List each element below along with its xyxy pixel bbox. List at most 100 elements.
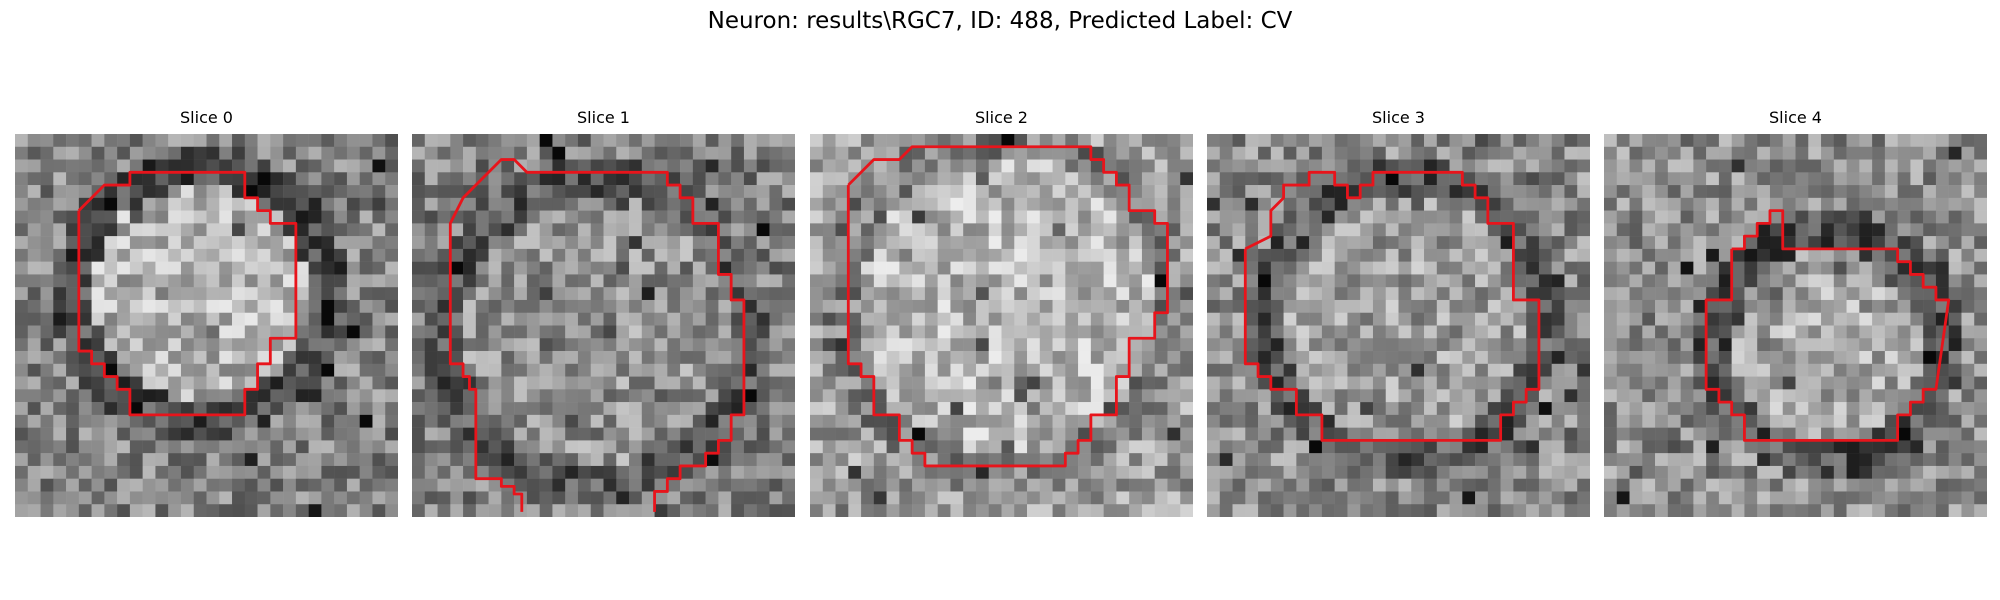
pixel	[1604, 414, 1618, 428]
pixel	[244, 236, 258, 250]
pixel	[848, 389, 862, 403]
pixel	[692, 402, 706, 416]
pixel	[1103, 159, 1117, 173]
pixel	[988, 325, 1002, 339]
pixel	[1398, 325, 1412, 339]
pixel	[91, 223, 105, 237]
pixel	[1462, 402, 1476, 416]
pixel	[924, 261, 938, 275]
pixel	[372, 491, 386, 505]
pixel	[1321, 236, 1335, 250]
pixel	[1833, 159, 1847, 173]
pixel	[577, 223, 591, 237]
pixel	[718, 134, 732, 148]
pixel	[1385, 427, 1399, 441]
pixel	[501, 351, 515, 365]
pixel	[283, 185, 297, 199]
pixel	[1398, 338, 1412, 352]
pixel	[1782, 146, 1796, 160]
pixel	[437, 274, 451, 288]
pixel	[1655, 402, 1669, 416]
pixel	[1500, 312, 1514, 326]
pixel	[924, 172, 938, 186]
pixel	[1347, 197, 1361, 211]
pixel	[437, 478, 451, 492]
pixel	[1141, 414, 1155, 428]
pixel	[1500, 338, 1514, 352]
pixel	[1604, 338, 1618, 352]
pixel	[1487, 465, 1501, 479]
pixel	[1296, 134, 1310, 148]
pixel	[629, 185, 643, 199]
pixel	[810, 363, 824, 377]
pixel	[1782, 236, 1796, 250]
pixel	[1629, 261, 1643, 275]
pixel	[1258, 363, 1272, 377]
pixel	[1411, 427, 1425, 441]
pixel	[1872, 299, 1886, 313]
pixel	[565, 185, 579, 199]
pixel	[1808, 453, 1822, 467]
pixel	[372, 376, 386, 390]
pixel	[1551, 299, 1565, 313]
pixel	[359, 427, 373, 441]
pixel	[756, 414, 770, 428]
pixel	[321, 504, 335, 517]
pixel	[1782, 312, 1796, 326]
pixel	[924, 325, 938, 339]
pixel	[873, 236, 887, 250]
pixel	[1014, 504, 1028, 517]
pixel	[899, 478, 913, 492]
pixel	[206, 197, 220, 211]
pixel	[1680, 146, 1694, 160]
pixel	[193, 376, 207, 390]
pixel	[295, 465, 309, 479]
pixel	[835, 312, 849, 326]
pixel	[66, 338, 80, 352]
pixel	[680, 478, 694, 492]
pixel	[206, 504, 220, 517]
pixel	[861, 363, 875, 377]
pixel	[718, 299, 732, 313]
pixel	[321, 287, 335, 301]
pixel	[1910, 414, 1924, 428]
pixel	[1360, 185, 1374, 199]
pixel	[1744, 159, 1758, 173]
pixel	[295, 146, 309, 160]
pixel	[1219, 312, 1233, 326]
pixel	[565, 197, 579, 211]
pixel	[334, 389, 348, 403]
pixel	[1424, 261, 1438, 275]
pixel	[1538, 491, 1552, 505]
pixel	[1385, 325, 1399, 339]
pixel	[346, 453, 360, 467]
pixel	[450, 376, 464, 390]
pixel	[1769, 351, 1783, 365]
pixel	[412, 172, 426, 186]
pixel	[1974, 325, 1987, 339]
pixel	[1808, 338, 1822, 352]
pixel	[1923, 146, 1937, 160]
pixel	[1039, 402, 1053, 416]
pixel	[1283, 504, 1297, 517]
pixel	[756, 146, 770, 160]
pixel	[924, 440, 938, 454]
pixel	[1551, 504, 1565, 517]
pixel	[66, 146, 80, 160]
pixel	[1872, 210, 1886, 224]
pixel	[1859, 312, 1873, 326]
pixel	[40, 236, 54, 250]
pixel	[78, 210, 92, 224]
pixel	[1706, 363, 1720, 377]
pixel	[40, 440, 54, 454]
pixel	[924, 389, 938, 403]
pixel	[756, 351, 770, 365]
pixel	[680, 414, 694, 428]
pixel	[91, 274, 105, 288]
pixel	[603, 504, 617, 517]
pixel	[180, 491, 194, 505]
pixel	[810, 299, 824, 313]
pixel	[577, 185, 591, 199]
pixel	[975, 159, 989, 173]
pixel	[1808, 287, 1822, 301]
